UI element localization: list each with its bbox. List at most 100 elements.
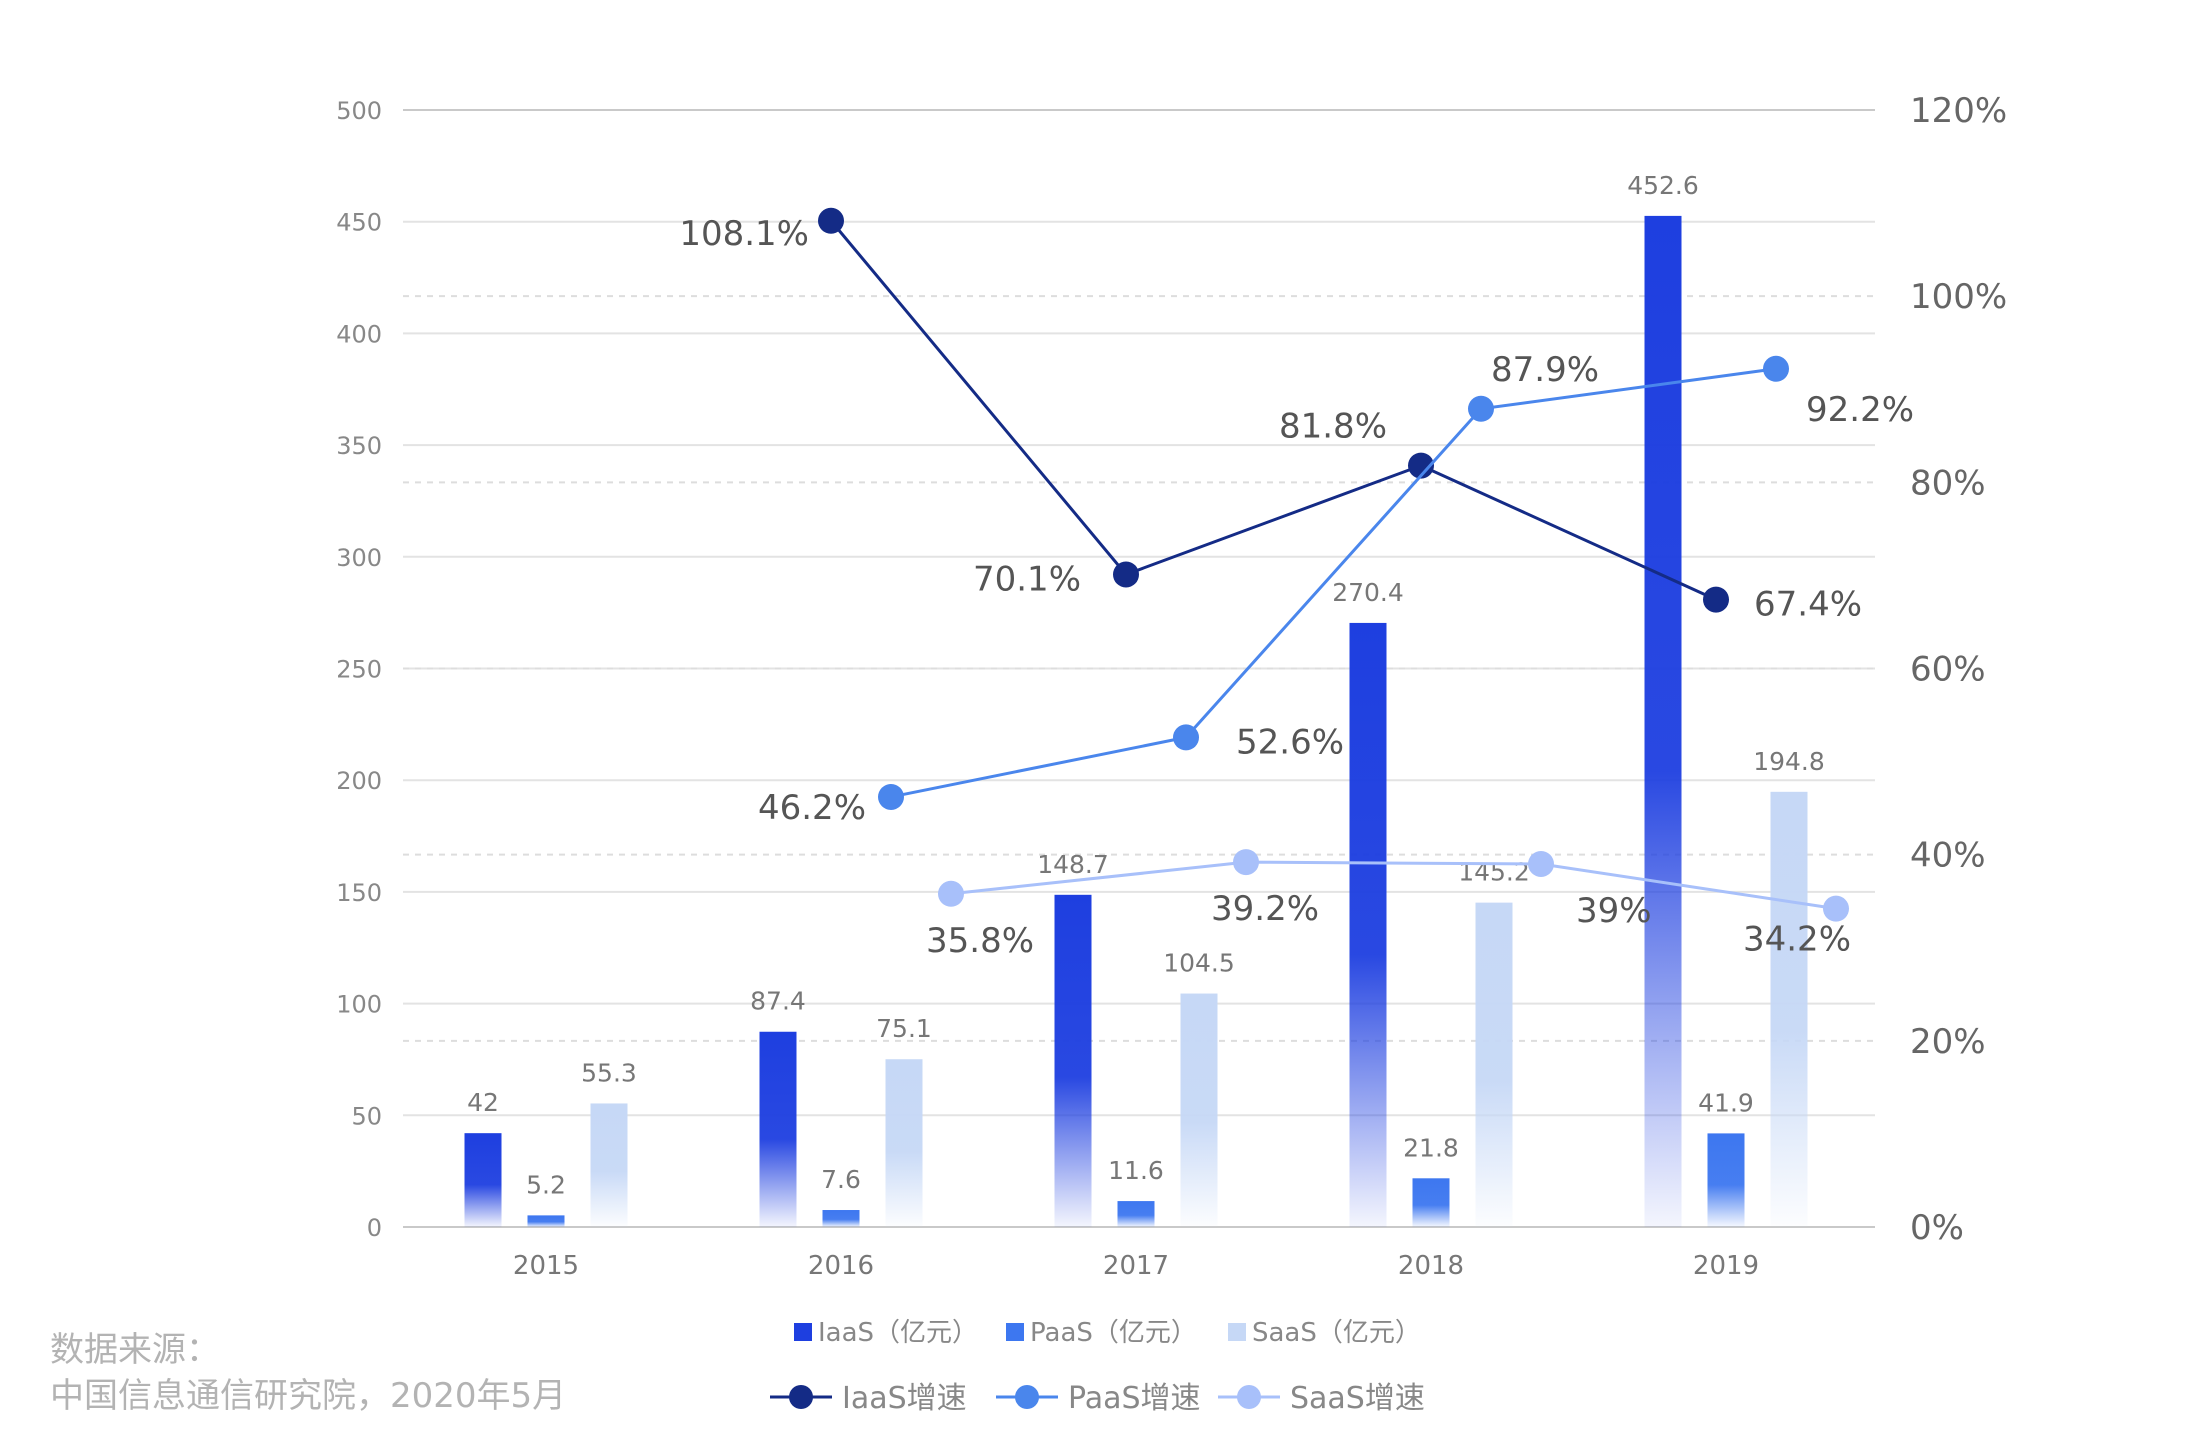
bar (1349, 622, 1387, 1227)
legend-label: PaaS增速 (1068, 1381, 1201, 1416)
lines (818, 207, 1849, 922)
point-label: 92.2% (1806, 390, 1914, 430)
series-point (1408, 452, 1434, 479)
bar-label: 21.8 (1403, 1133, 1459, 1162)
bar-label: 270.4 (1332, 578, 1404, 607)
bar-label: 194.8 (1753, 747, 1825, 776)
legend-label: IaaS增速 (842, 1381, 967, 1416)
series-point (1528, 850, 1554, 877)
x-axis: 2015 2016 2017 2018 2019 (513, 1251, 1759, 1281)
left-tick-label: 350 (336, 432, 382, 460)
series-point (1233, 849, 1259, 876)
source-text: 中国信息通信研究院，2020年5月 (50, 1376, 567, 1416)
bar-label: 5.2 (526, 1170, 566, 1199)
legend-marker (789, 1385, 813, 1409)
series-point (1763, 355, 1789, 382)
bar-label: 145.2 (1458, 858, 1530, 887)
bar-label: 11.6 (1108, 1156, 1164, 1185)
series-point (1113, 561, 1139, 588)
bar (1180, 993, 1218, 1227)
series-point (878, 783, 904, 810)
x-tick-label: 2017 (1103, 1251, 1169, 1281)
right-tick-label: 80% (1910, 463, 1986, 503)
bar (1475, 902, 1513, 1227)
bar-label: 55.3 (581, 1058, 637, 1087)
right-tick-label: 60% (1910, 650, 1986, 690)
point-label: 39% (1576, 891, 1652, 931)
bar (590, 1103, 628, 1227)
left-tick-label: 50 (351, 1102, 382, 1130)
x-tick-label: 2016 (808, 1251, 874, 1281)
grid (403, 109, 1875, 1228)
bar-labels: 42 87.4 148.7 270.4 452.6 5.2 7.6 11.6 21.8 41.9 5… (467, 171, 1825, 1199)
legend-label: IaaS（亿元） (818, 1318, 978, 1348)
legend-swatch (794, 1323, 812, 1341)
series-point (1823, 895, 1849, 922)
series-point (818, 207, 844, 234)
source-label: 数据来源： (50, 1330, 220, 1370)
right-tick-label: 40% (1910, 836, 1986, 876)
point-label: 81.8% (1279, 407, 1387, 447)
line-labels: 108.1% 70.1% 81.8% 67.4% 46.2% 52.6% 87.9% 92.2… (679, 214, 1914, 961)
legend-label: SaaS增速 (1290, 1381, 1425, 1416)
bar (1770, 791, 1808, 1227)
series-point (1173, 724, 1199, 751)
left-tick-label: 150 (336, 879, 382, 907)
legend-marker (1015, 1385, 1039, 1409)
point-label: 35.8% (926, 921, 1034, 961)
point-label: 67.4% (1754, 585, 1862, 625)
right-axis: 120% 100% 80% 60% 40% 20% 0% (1910, 91, 2007, 1248)
legend-label: PaaS（亿元） (1030, 1318, 1197, 1348)
point-label: 108.1% (679, 214, 809, 254)
bar (464, 1133, 502, 1227)
bar-label: 75.1 (876, 1014, 932, 1043)
bar (822, 1210, 860, 1227)
series-point (938, 880, 964, 907)
bar-label: 452.6 (1627, 171, 1699, 200)
series-line (890, 367, 1777, 799)
left-tick-label: 400 (336, 320, 382, 348)
bar (527, 1215, 565, 1227)
bar-label: 42 (467, 1088, 499, 1117)
x-tick-label: 2015 (513, 1251, 579, 1281)
bar (1644, 215, 1682, 1227)
bar-label: 41.9 (1698, 1088, 1754, 1117)
bar (1707, 1133, 1745, 1227)
x-tick-label: 2018 (1398, 1251, 1464, 1281)
point-label: 87.9% (1491, 350, 1599, 390)
point-label: 34.2% (1743, 920, 1851, 960)
left-tick-label: 300 (336, 544, 382, 572)
left-tick-label: 200 (336, 767, 382, 795)
legend: IaaS（亿元） PaaS（亿元） SaaS（亿元） IaaS增速 PaaS增速 SaaS… (770, 1318, 1425, 1416)
legend-label: SaaS（亿元） (1252, 1318, 1421, 1348)
legend-swatch (1006, 1323, 1024, 1341)
bars (464, 215, 1808, 1227)
right-tick-label: 0% (1910, 1208, 1964, 1248)
right-tick-label: 120% (1910, 91, 2007, 131)
legend-swatch (1228, 1323, 1246, 1341)
left-tick-label: 100 (336, 991, 382, 1019)
series-line (829, 219, 1717, 601)
series-point (1703, 586, 1729, 613)
right-tick-label: 100% (1910, 277, 2007, 317)
point-label: 52.6% (1236, 722, 1344, 762)
series-line (950, 860, 1837, 911)
bar-label: 148.7 (1037, 850, 1109, 879)
series-point (1468, 395, 1494, 422)
x-tick-label: 2019 (1693, 1251, 1759, 1281)
bar (1117, 1201, 1155, 1227)
point-label: 46.2% (758, 788, 866, 828)
left-tick-label: 450 (336, 209, 382, 237)
right-tick-label: 20% (1910, 1022, 1986, 1062)
point-label: 39.2% (1211, 889, 1319, 929)
point-label: 70.1% (973, 559, 1081, 599)
bar-label: 7.6 (821, 1165, 861, 1194)
bar-label: 104.5 (1163, 949, 1235, 978)
left-tick-label: 500 (336, 97, 382, 125)
legend-marker (1237, 1385, 1261, 1409)
left-tick-label: 0 (367, 1214, 382, 1242)
bar (1412, 1178, 1450, 1227)
bar (1054, 894, 1092, 1227)
